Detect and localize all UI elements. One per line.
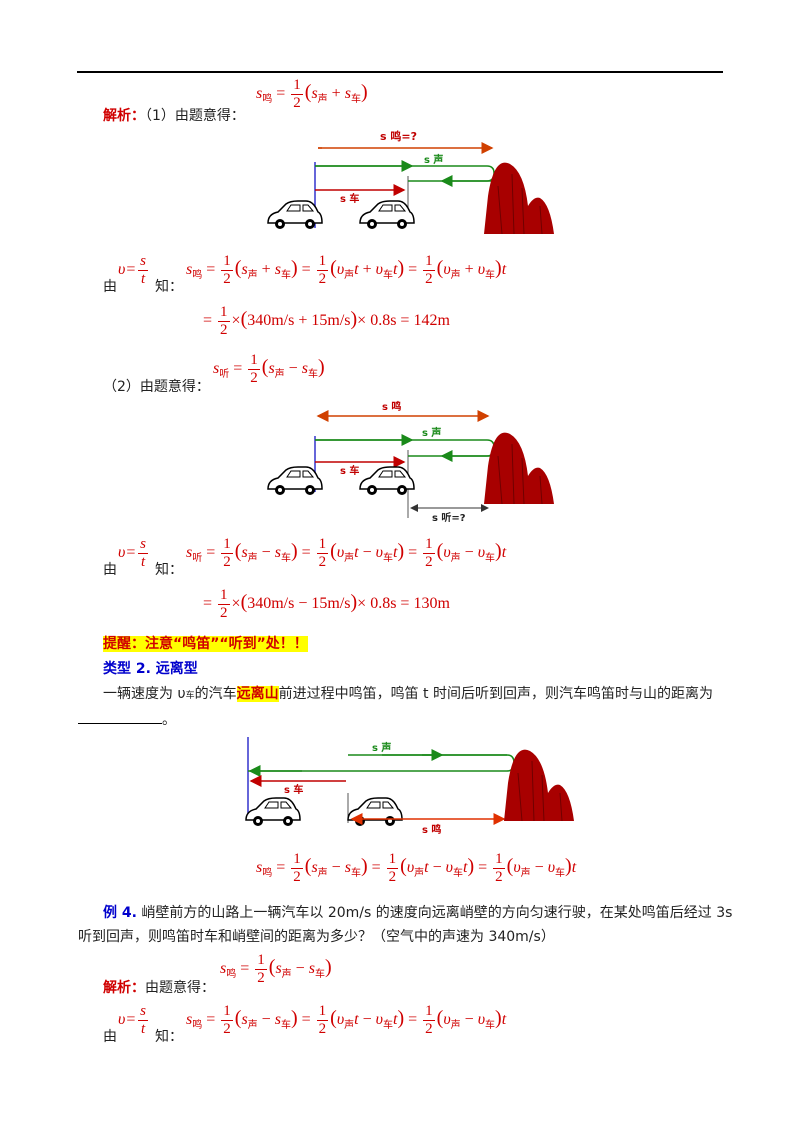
car-icon (245, 797, 301, 826)
tip-note: 提醒：注意“鸣笛”“听到”处！！ (103, 636, 308, 652)
figure-2-approach-hear: s 鸣 s 声 s 车 s 听=? (267, 400, 554, 524)
s-sheng-label: s 声 (422, 426, 441, 439)
derivation-2-line-2: = 1 2 ×(340m/s − 15m/s)× 0.8s = 130m (203, 587, 450, 621)
derivation-4-intro: 由知： (103, 1029, 183, 1045)
solution-4-label-row: 解析：由题意得： (103, 980, 215, 996)
car-icon (359, 466, 415, 495)
s-ming-label: s 鸣 (422, 823, 441, 836)
mountain-icon (484, 432, 554, 505)
s-ming-label: s 鸣 (382, 400, 401, 413)
car-icon (359, 200, 415, 229)
derivation-1-intro: 由知： (103, 279, 183, 295)
s-sheng-label: s 声 (424, 153, 443, 166)
s-ming-label: s 鸣=? (380, 129, 417, 143)
derivation-2-line-1: s听 = 1 2 (s声 − s车) = 1 2 (υ声t − υ车t) = 1 2 (υ声… (186, 536, 507, 570)
example-4-line-2: 听到回声，则鸣笛时车和峭壁间的距离为多少？（空气中的声速为 340m/s） (78, 929, 555, 945)
s-che-label: s 车 (340, 192, 359, 205)
part-1-label: （1）由题意得： (145, 108, 245, 124)
sound-path (315, 439, 495, 457)
velocity-formula-1: υ= s t (118, 253, 148, 287)
mountain-icon (504, 749, 574, 822)
example-4-line-1: 例 4. 峭壁前方的山路上一辆汽车以 20m/s 的速度向远离峭壁的方向匀速行驶… (103, 905, 733, 921)
mountain-icon (484, 162, 554, 235)
type-2-heading: 类型 2. 远离型 (103, 661, 198, 677)
sound-path (248, 754, 515, 772)
figure-3-receding: s 声 s 车 s 鸣 (245, 737, 574, 836)
s-che-label: s 车 (284, 783, 303, 796)
type-2-problem-text: 一辆速度为 υ车的汽车远离山前进过程中鸣笛，鸣笛 t 时间后听到回声，则汽车鸣笛… (103, 686, 713, 702)
formula-4-s-ming: s鸣 = 1 2 (s声 − s车) (220, 952, 332, 986)
formula-s-ming: s鸣 = 1 2 (s声 + s车) (256, 77, 368, 111)
car-icon (267, 466, 323, 495)
solution-1-label-row: 解析：（1）由题意得： (103, 105, 245, 125)
velocity-formula-2: υ= s t (118, 536, 148, 570)
car-icon (267, 200, 323, 229)
car-icon (347, 797, 403, 826)
figure-1-approach: s 鸣=? s 声 s 车 (267, 129, 554, 235)
s-ting-label: s 听=? (432, 511, 466, 524)
header-rule (77, 71, 723, 73)
derivation-1-line-1: s鸣 = 1 2 (s声 + s车) = 1 2 (υ声t + υ车t) = 1 2 (υ声… (186, 253, 507, 287)
part-2-label: （2）由题意得： (103, 379, 210, 395)
derivation-2-intro: 由知： (103, 562, 183, 578)
derivation-1-line-2: = 1 2 ×(340m/s + 15m/s)× 0.8s = 142m (203, 304, 450, 338)
s-sheng-label: s 声 (372, 741, 391, 754)
analysis-label: 解析： (103, 980, 145, 996)
s-che-label: s 车 (340, 464, 359, 477)
type-2-formula: s鸣 = 1 2 (s声 − s车) = 1 2 (υ声t − υ车t) = 1 2 (υ声… (256, 851, 577, 885)
derivation-4-line-1: s鸣 = 1 2 (s声 − s车) = 1 2 (υ声t − υ车t) = 1 2 (υ声… (186, 1003, 507, 1037)
answer-blank[interactable]: 。 (78, 709, 176, 729)
sound-path (315, 165, 495, 182)
formula-s-ting: s听 = 1 2 (s声 − s车) (213, 352, 325, 386)
analysis-label: 解析： (103, 108, 145, 124)
velocity-formula-4: υ= s t (118, 1003, 148, 1037)
